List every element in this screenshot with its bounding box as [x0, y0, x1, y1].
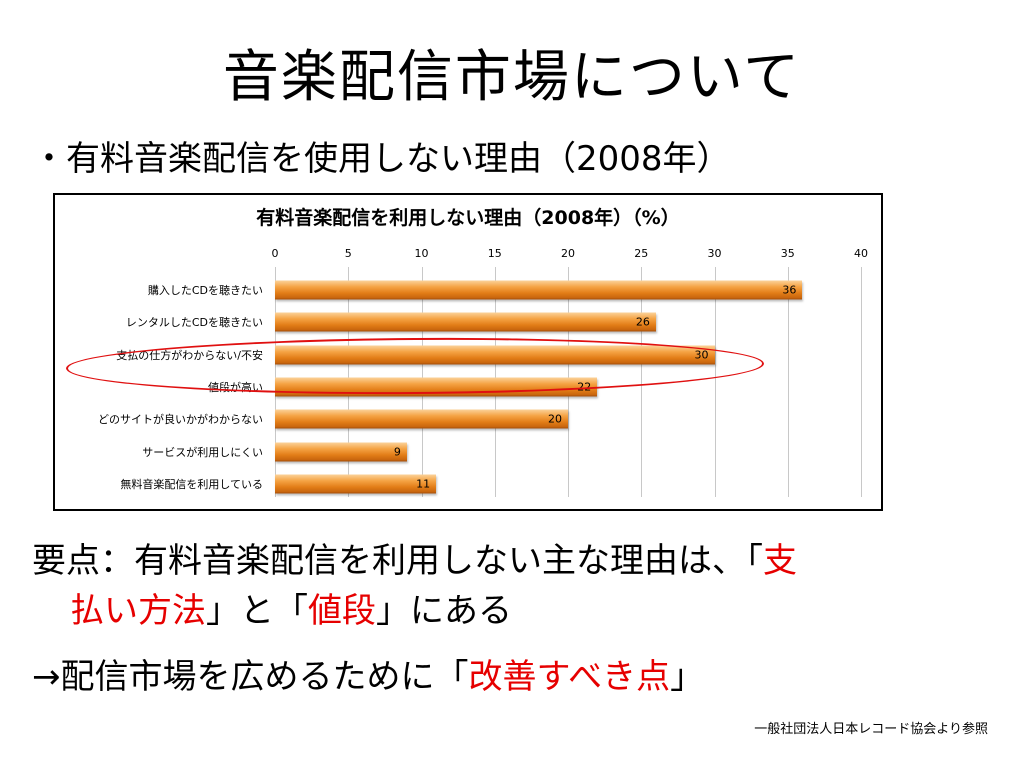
category-label: 購入したCDを聴きたい — [147, 284, 263, 297]
bar-value-label: 9 — [393, 445, 401, 458]
x-tick-label: 15 — [487, 247, 502, 260]
bar-value-label: 11 — [416, 477, 431, 491]
gridline — [714, 267, 716, 497]
summary2-suffix: 」 — [670, 657, 705, 697]
summary-red-payment-start: 支 — [763, 541, 797, 581]
bullet-heading: ・有料音楽配信を使用しない理由（2008年） — [32, 139, 731, 179]
category-label: 支払の仕方がわからない/不安 — [116, 348, 263, 362]
summary2-prefix: →配信市場を広めるために「 — [32, 657, 469, 697]
summary-mid: 」と「 — [206, 591, 308, 631]
category-label: 無料音楽配信を利用している — [120, 477, 263, 491]
category-label: サービスが利用しにくい — [142, 445, 263, 459]
summary-line-2: →配信市場を広めるために「改善すべき点」 — [32, 652, 704, 702]
summary-red-payment-end: 払い方法 — [70, 591, 206, 631]
x-tick-label: 25 — [634, 247, 649, 260]
x-tick-label: 40 — [854, 247, 868, 260]
bar-chart: 有料音楽配信を利用しない理由（2008年）（%） 0 5 10 15 20 25 30 35 4… — [53, 193, 883, 511]
summary-suffix: 」にある — [376, 591, 512, 631]
bar — [275, 377, 598, 397]
summary-red-price: 値段 — [308, 591, 376, 631]
bar — [275, 312, 656, 332]
x-tick-label: 0 — [271, 247, 279, 260]
bar — [275, 280, 803, 300]
x-tick-label: 20 — [561, 247, 575, 260]
bar — [275, 474, 437, 494]
bar-value-label: 22 — [577, 380, 592, 394]
category-label: どのサイトが良いかがわからない — [98, 413, 263, 427]
summary-line-1: 要点：有料音楽配信を利用しない主な理由は、「支 払い方法」と「値段」にある — [32, 536, 1012, 636]
bar-value-label: 26 — [635, 315, 650, 329]
bar-value-label: 36 — [782, 283, 797, 297]
x-tick-label: 10 — [414, 247, 429, 260]
gridline — [641, 267, 643, 497]
bar-value-label: 30 — [694, 348, 709, 362]
x-tick-label: 5 — [344, 247, 352, 260]
source-note: 一般社団法人日本レコード協会より参照 — [754, 722, 988, 737]
slide-title: 音楽配信市場について — [222, 45, 802, 110]
x-tick-label: 35 — [780, 247, 795, 260]
chart-title: 有料音楽配信を利用しない理由（2008年）（%） — [256, 207, 680, 229]
category-label: 値段が高い — [208, 380, 263, 394]
x-tick-label: 30 — [707, 247, 722, 260]
summary-prefix: 要点：有料音楽配信を利用しない主な理由は、「 — [32, 541, 763, 581]
gridline — [787, 267, 789, 497]
bar — [275, 409, 568, 429]
category-label: レンタルしたCDを聴きたい — [125, 316, 263, 330]
bar-value-label: 20 — [548, 412, 562, 426]
bar — [275, 345, 715, 365]
gridline — [861, 267, 862, 497]
summary2-red: 改善すべき点 — [468, 657, 671, 697]
bar — [275, 442, 407, 461]
